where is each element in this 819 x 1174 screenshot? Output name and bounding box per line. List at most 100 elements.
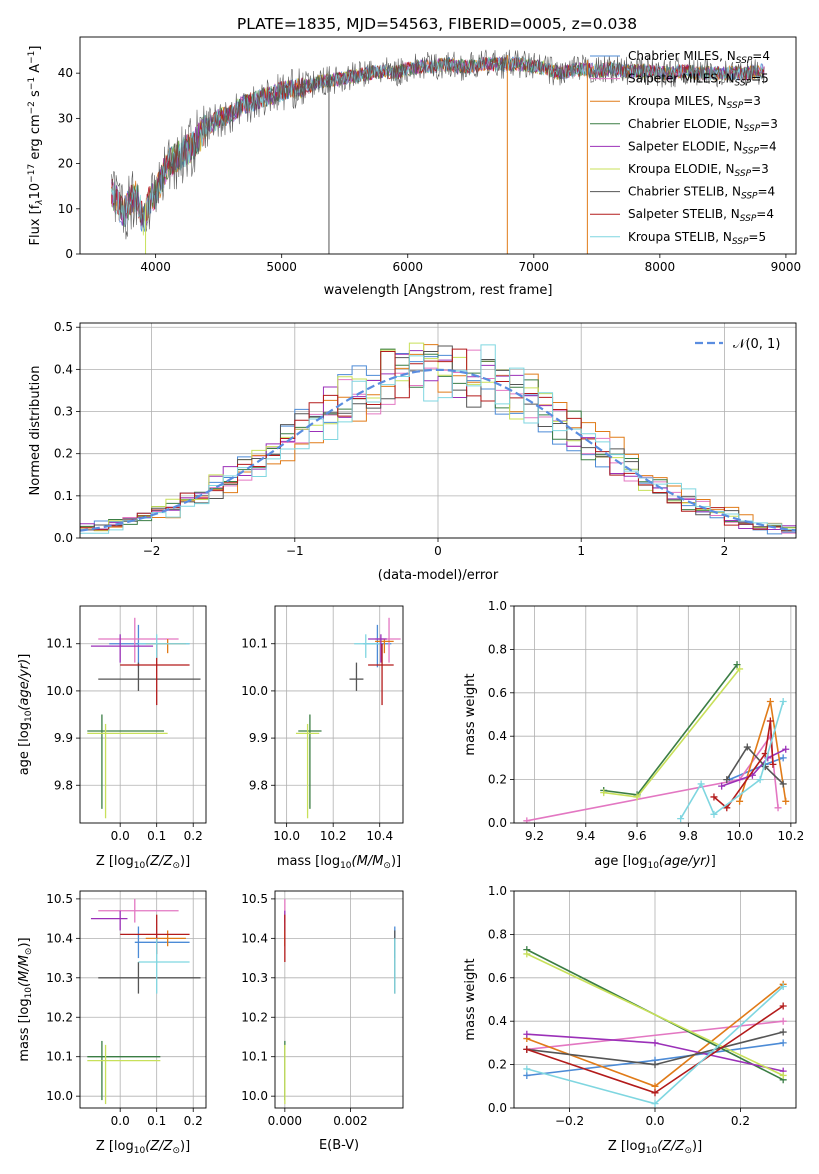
weight-marker <box>651 1061 659 1069</box>
x-tick-label: 6000 <box>392 260 423 274</box>
y-tick-label: 10.1 <box>46 1050 73 1064</box>
y-tick-label: 9.8 <box>54 778 73 792</box>
y-tick-label: 0.0 <box>488 1101 507 1115</box>
mass-vs-metallicity-panel: 0.0 0.1 0.2 10.0 10.1 10.2 10.3 10.4 10.5 Z [log1… <box>17 890 207 1156</box>
weight-marker <box>756 776 764 784</box>
x-tick-label: 0.1 <box>147 1114 166 1128</box>
weight-marker <box>523 1030 531 1038</box>
y-tick-label: 10.2 <box>241 1010 268 1024</box>
normal-curve <box>80 368 796 532</box>
y-tick-label: 0 <box>65 247 73 261</box>
y-tick-label: 0.0 <box>54 531 73 545</box>
residual-panel: −2 −1 0 1 2 0.0 0.1 0.2 0.3 0.4 0.5 𝒩(0, 1) (data-mo… <box>28 320 797 583</box>
weight-marker <box>766 697 774 705</box>
x-tick-label: 0.0 <box>111 829 130 843</box>
weight-marker <box>710 793 718 801</box>
weight-line <box>603 664 738 796</box>
y-tick-label: 30 <box>58 111 73 125</box>
x-tick-label: 0.002 <box>333 1114 367 1128</box>
y-tick-label: 0.4 <box>54 362 73 376</box>
y-tick-label: 10.1 <box>241 1050 268 1064</box>
age-label: age [log10(age/yr)] <box>594 854 716 871</box>
x-tick-label: 10.2 <box>320 829 347 843</box>
error-bars <box>87 617 201 819</box>
weight-marker <box>523 1071 531 1079</box>
legend-entry: Kroupa MILES, NSSP=3 <box>628 94 761 111</box>
weight-marker <box>774 804 782 812</box>
y-tick-label: 10.1 <box>46 637 73 651</box>
y-tick-label: 9.9 <box>249 731 268 745</box>
x-tick-label: 9000 <box>771 260 802 274</box>
y-tick-label: 10.3 <box>241 971 268 985</box>
y-tick-label: 0.2 <box>488 773 507 787</box>
y-tick-label: 1.0 <box>488 599 507 613</box>
y-tick-label: 0.8 <box>488 642 507 656</box>
weight-marker <box>523 817 531 823</box>
x-tick-label: 0.2 <box>731 1114 750 1128</box>
weight-line <box>726 745 784 785</box>
weight-marker <box>779 1028 787 1036</box>
legend-entry: Chabrier ELODIE, NSSP=3 <box>628 117 778 134</box>
y-tick-label: 0.2 <box>488 1058 507 1072</box>
weight-line <box>526 953 784 1077</box>
error-bars <box>295 617 401 819</box>
x-tick-label: 0.2 <box>184 829 203 843</box>
weight-line <box>526 734 779 822</box>
weight-marker <box>782 745 790 753</box>
x-tick-label: 4000 <box>140 260 171 274</box>
x-tick-label: −2 <box>143 544 161 558</box>
mass-weight-ylabel: mass weight <box>463 958 478 1040</box>
spectrum-lines <box>111 49 765 254</box>
y-tick-label: 10.5 <box>241 892 268 906</box>
weight-marker <box>779 1002 787 1010</box>
weight-marker <box>633 793 641 801</box>
weight-marker <box>523 1065 531 1073</box>
legend-entry: Salpeter STELIB, NSSP=4 <box>628 207 774 224</box>
axes-frame <box>513 890 797 1109</box>
weight-marker <box>779 982 787 990</box>
x-tick-label: 9.2 <box>525 829 544 843</box>
weight-marker <box>651 1089 659 1097</box>
weight-marker <box>779 780 787 788</box>
ebv-xlabel: E(B-V) <box>319 1138 359 1153</box>
legend-entry: Kroupa ELODIE, NSSP=3 <box>628 162 769 179</box>
x-tick-label: 10.4 <box>366 829 393 843</box>
y-tick-label: 10.5 <box>46 892 73 906</box>
y-tick-label: 10 <box>58 202 73 216</box>
mass-vs-ebv-panel: 0.000 0.002 10.0 10.1 10.2 10.3 10.4 10.5 E(B-V) <box>241 890 404 1153</box>
x-tick-label: 2 <box>721 544 729 558</box>
legend-entry: Kroupa STELIB, NSSP=5 <box>628 230 766 247</box>
mass-weight-vs-metallicity-panel: −0.2 0.0 0.2 0.0 0.2 0.4 0.6 0.8 1.0 mass weight Z… <box>463 884 797 1156</box>
residual-xlabel: (data-model)/error <box>378 568 499 583</box>
axes-frame <box>79 605 207 824</box>
y-tick-label: 0.4 <box>488 729 507 743</box>
axes-frame <box>79 890 207 1109</box>
metallicity-xlabel: Z [log10(Z/Z⊙)] <box>608 1139 702 1156</box>
spectrum-model-line <box>111 49 765 240</box>
x-tick-label: 0 <box>434 544 442 558</box>
y-tick-label: 0.1 <box>54 489 73 503</box>
x-tick-label: 5000 <box>266 260 297 274</box>
y-tick-label: 1.0 <box>488 884 507 898</box>
weight-marker <box>736 665 744 673</box>
axes-frame <box>513 605 797 824</box>
weight-marker <box>651 1100 659 1108</box>
spectrum-xlabel: wavelength [Angstrom, rest frame] <box>324 283 553 298</box>
x-tick-label: 10.0 <box>726 829 753 843</box>
age-label: age [log10(age/yr)] <box>17 654 34 776</box>
weight-marker <box>651 1039 659 1047</box>
x-tick-label: 0.1 <box>147 829 166 843</box>
y-tick-label: 10.4 <box>46 931 73 945</box>
axes-frame <box>79 322 797 539</box>
y-tick-label: 10.0 <box>241 1089 268 1103</box>
mass-label: mass [log10(M/M⊙)] <box>17 937 34 1061</box>
error-bars <box>87 898 201 1105</box>
y-tick-label: 40 <box>58 66 73 80</box>
weight-marker <box>523 950 531 958</box>
spectrum-panel: 4000 5000 6000 7000 8000 9000 0 10 20 30 40 Chabrie… <box>27 36 802 298</box>
x-tick-label: 9.4 <box>576 829 595 843</box>
x-tick-label: −0.2 <box>555 1114 584 1128</box>
weight-marker <box>766 717 774 725</box>
age-vs-mass-panel: 10.0 10.2 10.4 9.8 9.9 10.0 10.1 mass [log10(M/… <box>241 605 404 871</box>
legend-entry: Salpeter ELODIE, NSSP=4 <box>628 139 777 156</box>
